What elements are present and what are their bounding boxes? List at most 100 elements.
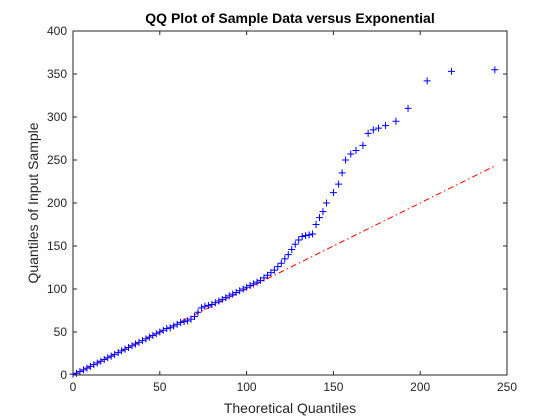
data-point <box>225 292 233 300</box>
data-point <box>107 352 115 360</box>
data-point <box>298 233 306 241</box>
data-point <box>97 357 105 365</box>
data-point <box>322 199 330 207</box>
y-tick-label: 50 <box>54 325 68 339</box>
y-tick-label: 400 <box>47 24 67 38</box>
data-point <box>338 169 346 177</box>
data-point <box>236 287 244 295</box>
data-point <box>142 335 150 343</box>
x-tick-label: 0 <box>70 380 77 394</box>
data-point <box>121 345 129 353</box>
data-point <box>173 320 181 328</box>
data-point <box>270 266 278 274</box>
data-point <box>342 156 350 164</box>
data-point <box>100 356 108 364</box>
data-point <box>128 342 136 350</box>
data-point <box>194 308 202 316</box>
data-point <box>312 221 320 228</box>
data-point <box>347 150 355 158</box>
data-point <box>491 66 499 74</box>
data-point <box>159 326 167 334</box>
data-point <box>191 313 199 321</box>
data-point <box>135 338 143 346</box>
data-point <box>72 369 80 377</box>
data-point <box>131 340 139 348</box>
data-point <box>163 325 171 333</box>
data-point <box>93 359 101 367</box>
data-point <box>316 214 324 222</box>
data-point <box>145 333 153 341</box>
data-point <box>184 317 192 325</box>
data-point <box>218 295 226 303</box>
data-point <box>246 282 254 290</box>
plot-area <box>73 31 507 375</box>
x-tick-label: 100 <box>237 380 257 394</box>
data-point <box>232 288 240 296</box>
data-point <box>90 361 98 369</box>
data-point <box>79 366 87 374</box>
y-tick-label: 300 <box>47 110 67 124</box>
data-point <box>447 67 455 75</box>
data-point <box>208 300 216 308</box>
y-tick-label: 0 <box>60 368 67 382</box>
data-point <box>152 330 160 338</box>
data-point <box>197 304 205 312</box>
data-point <box>156 328 164 336</box>
data-point <box>281 255 289 263</box>
data-point <box>125 343 133 351</box>
data-point <box>204 301 212 309</box>
data-point <box>359 141 367 149</box>
data-point <box>364 129 372 137</box>
data-point <box>375 124 383 132</box>
x-tick-label: 200 <box>410 380 430 394</box>
data-point <box>104 354 112 362</box>
data-point <box>291 240 299 248</box>
data-point <box>253 278 261 286</box>
data-point <box>177 319 185 327</box>
data-point <box>170 322 178 330</box>
data-point <box>309 230 317 238</box>
data-point <box>392 117 400 125</box>
data-point <box>284 251 292 259</box>
x-axis-title: Theoretical Quantiles <box>224 400 356 416</box>
data-point <box>250 280 258 288</box>
x-axis: 0 50 100 150 200 250 <box>70 31 517 394</box>
data-point <box>288 245 296 253</box>
data-point <box>86 362 94 370</box>
data-point <box>180 318 188 326</box>
x-tick-label: 150 <box>323 380 343 394</box>
data-point <box>274 263 282 271</box>
x-tick-label: 250 <box>497 380 517 394</box>
data-point <box>114 349 122 357</box>
y-tick-label: 200 <box>47 196 67 210</box>
data-point <box>118 347 126 355</box>
reference-line <box>72 165 496 376</box>
y-tick-label: 350 <box>47 67 67 81</box>
data-point <box>381 122 389 130</box>
data-point <box>305 231 313 239</box>
y-axis: 0 50 100 150 200 250 300 350 400 <box>47 24 507 382</box>
data-point <box>83 364 91 372</box>
data-point <box>211 299 219 307</box>
y-axis-title: Quantiles of Input Sample <box>25 122 41 283</box>
y-tick-label: 250 <box>47 153 67 167</box>
data-point <box>302 232 310 240</box>
data-point <box>423 77 431 85</box>
data-point <box>243 283 251 291</box>
data-point <box>229 290 237 298</box>
y-tick-label: 150 <box>47 239 67 253</box>
data-point <box>149 331 157 339</box>
data-point <box>277 259 285 267</box>
axes-box <box>72 30 508 376</box>
chart-title: QQ Plot of Sample Data versus Exponentia… <box>145 10 434 26</box>
data-point <box>369 126 377 134</box>
data-point <box>111 350 119 358</box>
x-tick-label: 50 <box>153 380 167 394</box>
data-point <box>201 302 209 310</box>
data-point <box>319 208 327 216</box>
data-point <box>166 324 174 332</box>
data-point <box>239 285 247 293</box>
reference-line-group <box>72 165 496 376</box>
data-point <box>329 189 337 197</box>
